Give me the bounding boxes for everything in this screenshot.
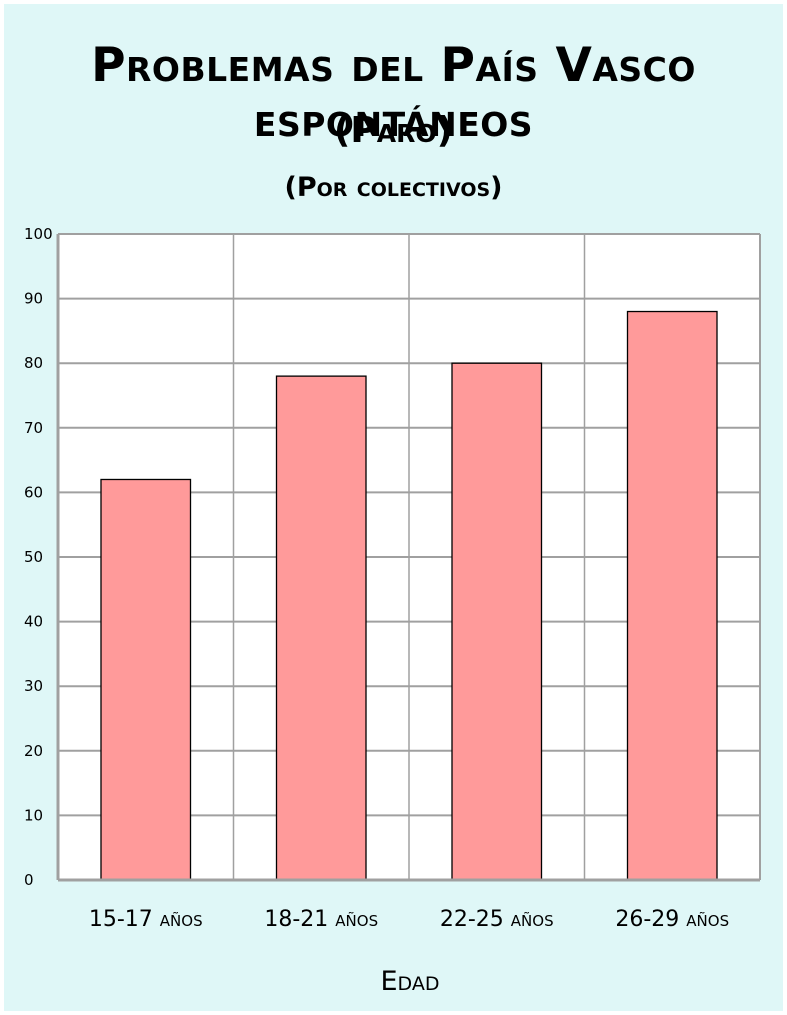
chart-subtitle-secondary: (Por colectivos): [284, 172, 503, 203]
y-tick-label: 60: [24, 483, 43, 501]
x-tick-label: 26-29 años: [615, 907, 729, 932]
chart-subtitle: (Paro): [333, 110, 454, 151]
bar: [100, 478, 192, 881]
x-tick-label: 22-25 años: [440, 907, 554, 932]
x-tick-label: 18-21 años: [264, 907, 378, 932]
y-tick-label: 100: [24, 225, 53, 243]
bar: [626, 310, 718, 881]
x-tick-label: 15-17 años: [89, 907, 203, 932]
y-tick-label: 70: [24, 419, 43, 437]
y-tick-label: 90: [24, 290, 43, 308]
y-tick-label: 20: [24, 742, 43, 760]
y-tick-label: 0: [24, 871, 34, 889]
chart-title: Problemas del País Vasco espontáneos: [91, 38, 696, 148]
y-tick-label: 50: [24, 548, 43, 566]
x-axis-label: Edad: [381, 966, 440, 997]
bar: [451, 362, 543, 881]
y-tick-label: 10: [24, 806, 43, 824]
y-tick-label: 40: [24, 613, 43, 631]
y-tick-label: 30: [24, 677, 43, 695]
bar: [275, 375, 367, 881]
y-tick-label: 80: [24, 354, 43, 372]
